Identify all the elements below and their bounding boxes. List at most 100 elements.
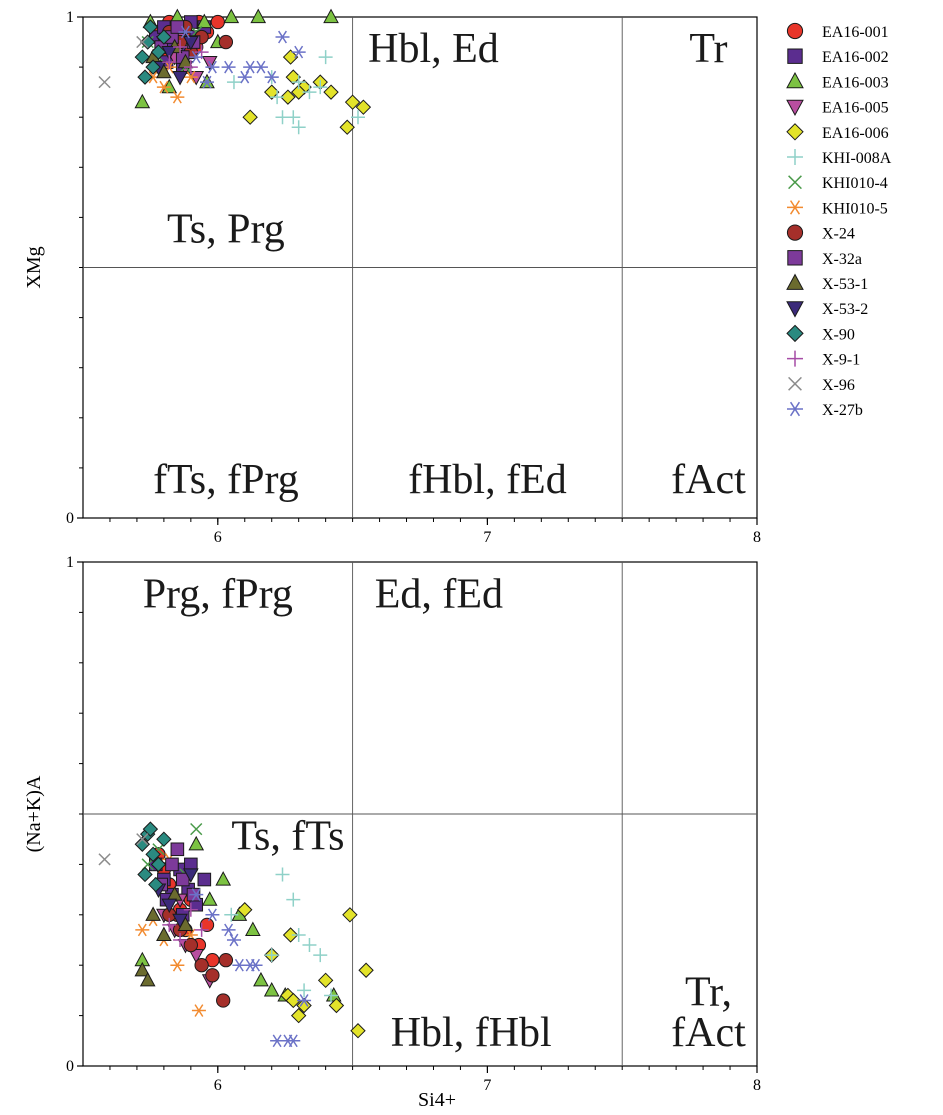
bottom-point-khi-008a [264,948,279,963]
top-point-x-9-1 [173,40,188,55]
bottom-point-x-90 [134,836,151,852]
top-point-khi-008a [318,50,333,65]
bottom-point-ea16-003 [263,981,280,997]
legend-marker-ea16-003 [786,71,804,89]
bottom-y-tick-label: 1 [66,554,74,571]
top-point-khi010-5 [183,70,198,84]
top-point-khi-008a [350,110,365,125]
top-point-khi-008a [226,75,241,90]
legend-label-x-32a: X-32a [822,251,862,268]
top-point-khi-008a [286,110,301,125]
bottom-point-x-90 [156,831,172,847]
legend-label-ea16-005: EA16-005 [822,100,889,117]
top-point-x-27b [291,45,306,59]
legend-marker-ea16-006 [786,123,804,141]
bottom-point-x-24 [205,968,220,983]
bottom-point-ea16-006 [282,927,299,943]
bottom-point-x-24 [183,937,198,953]
bottom-point-khi-008a [286,892,301,907]
legend-marker-x-32a [787,250,803,266]
bottom-point-ea16-003 [188,835,205,851]
top-point-x-90 [142,19,159,35]
top-point-ea16-006 [344,94,361,110]
top-point-khi-008a [291,120,306,135]
top-point-x-32a [170,20,185,34]
top-point-x-96 [136,35,149,49]
bottom-point-khi-008a [291,927,306,942]
bottom-point-khi-008a [313,948,328,963]
bottom-point-ea16-006 [342,907,358,923]
bottom-point-x-27b [226,933,241,947]
top-point-x-24 [218,34,234,50]
bottom-point-x-90 [137,866,153,883]
bottom-point-x-53-1 [145,906,161,921]
legend-label-khi010-5: KHI010-5 [822,200,888,217]
legend-label-x-24: X-24 [822,226,855,243]
bottom-point-khi-008a [224,907,239,922]
top-point-ea16-003 [250,8,267,24]
bottom-y-axis-title: (Na+K)A [23,775,45,852]
bottom-point-x-53-2 [183,868,199,883]
top-y-tick-label: 1 [66,9,74,26]
top-point-ea16-001 [210,14,225,30]
top-point-khi-008a [302,85,317,100]
legend: EA16-001 EA16-002 EA16-003 EA16-005 EA16-006… [786,22,892,419]
top-point-ea16-006 [264,84,280,100]
top-field-label: fTs, fPrg [153,457,299,503]
top-point-x-53-2 [172,71,188,86]
bottom-point-ea16-006 [296,997,312,1014]
legend-label-x-27b: X-27b [822,402,863,419]
legend-label-ea16-002: EA16-002 [822,49,889,66]
bottom-point-x-53-1 [134,961,151,977]
top-point-x-27b [189,50,204,64]
legend-label-x-96: X-96 [822,377,855,394]
top-point-x-90 [137,69,153,85]
top-point-ea16-006 [282,49,299,65]
bottom-point-x-24 [216,993,231,1008]
bottom-point-khi-008a [324,988,339,1003]
legend-label-khi-008a: KHI-008A [822,150,892,167]
legend-label-x-9-1: X-9-1 [822,352,860,369]
legend-label-ea16-001: EA16-001 [822,24,889,41]
bottom-point-ea16-003 [253,971,269,987]
legend-marker-ea16-005 [786,99,804,117]
bottom-point-x-24 [218,953,234,968]
top-point-ea16-006 [280,89,296,105]
bottom-point-x-9-1 [183,902,198,917]
top-field-label: fAct [671,457,746,503]
bottom-point-khi-008a [297,983,312,998]
bottom-point-ea16-003 [245,921,261,937]
top-field-label: Hbl, Ed [368,26,499,72]
legend-marker-x-9-1 [787,350,803,367]
bottom-point-khi010-5 [135,923,150,937]
legend-label-khi010-4: KHI010-4 [822,175,888,192]
bottom-point-x-32a [165,857,179,872]
top-y-axis-title: XMg [23,246,45,288]
top-point-x-27b [253,60,268,74]
bottom-point-ea16-006 [317,972,334,989]
top-field-label: fHbl, fEd [408,457,567,503]
legend-marker-x-53-1 [786,273,804,290]
top-point-x-9-1 [162,55,177,70]
top-point-khi-008a [291,75,306,90]
top-x-tick-label: 6 [214,529,222,546]
top-point-x-27b [221,60,236,74]
legend-marker-ea16-002 [787,48,803,64]
bottom-point-x-53-1 [139,971,156,987]
bottom-point-x-53-2 [172,913,188,929]
top-point-ea16-003 [323,8,339,24]
legend-label-ea16-003: EA16-003 [822,74,889,91]
top-point-x-9-1 [183,60,198,75]
bottom-x-tick-label: 7 [483,1077,491,1094]
bottom-field-label: Ts, fTs [231,813,344,859]
bottom-point-ea16-006 [290,1007,307,1024]
bottom-point-x-53-1 [156,926,172,942]
bottom-point-ea16-006 [285,992,301,1009]
top-point-x-27b [205,60,220,74]
bottom-y-tick-label: 0 [66,1058,74,1075]
top-field-label: Ts, Prg [167,206,285,252]
top-point-khi010-5 [170,90,185,104]
bottom-point-x-90 [142,821,159,837]
bottom-point-x-96 [98,853,111,866]
